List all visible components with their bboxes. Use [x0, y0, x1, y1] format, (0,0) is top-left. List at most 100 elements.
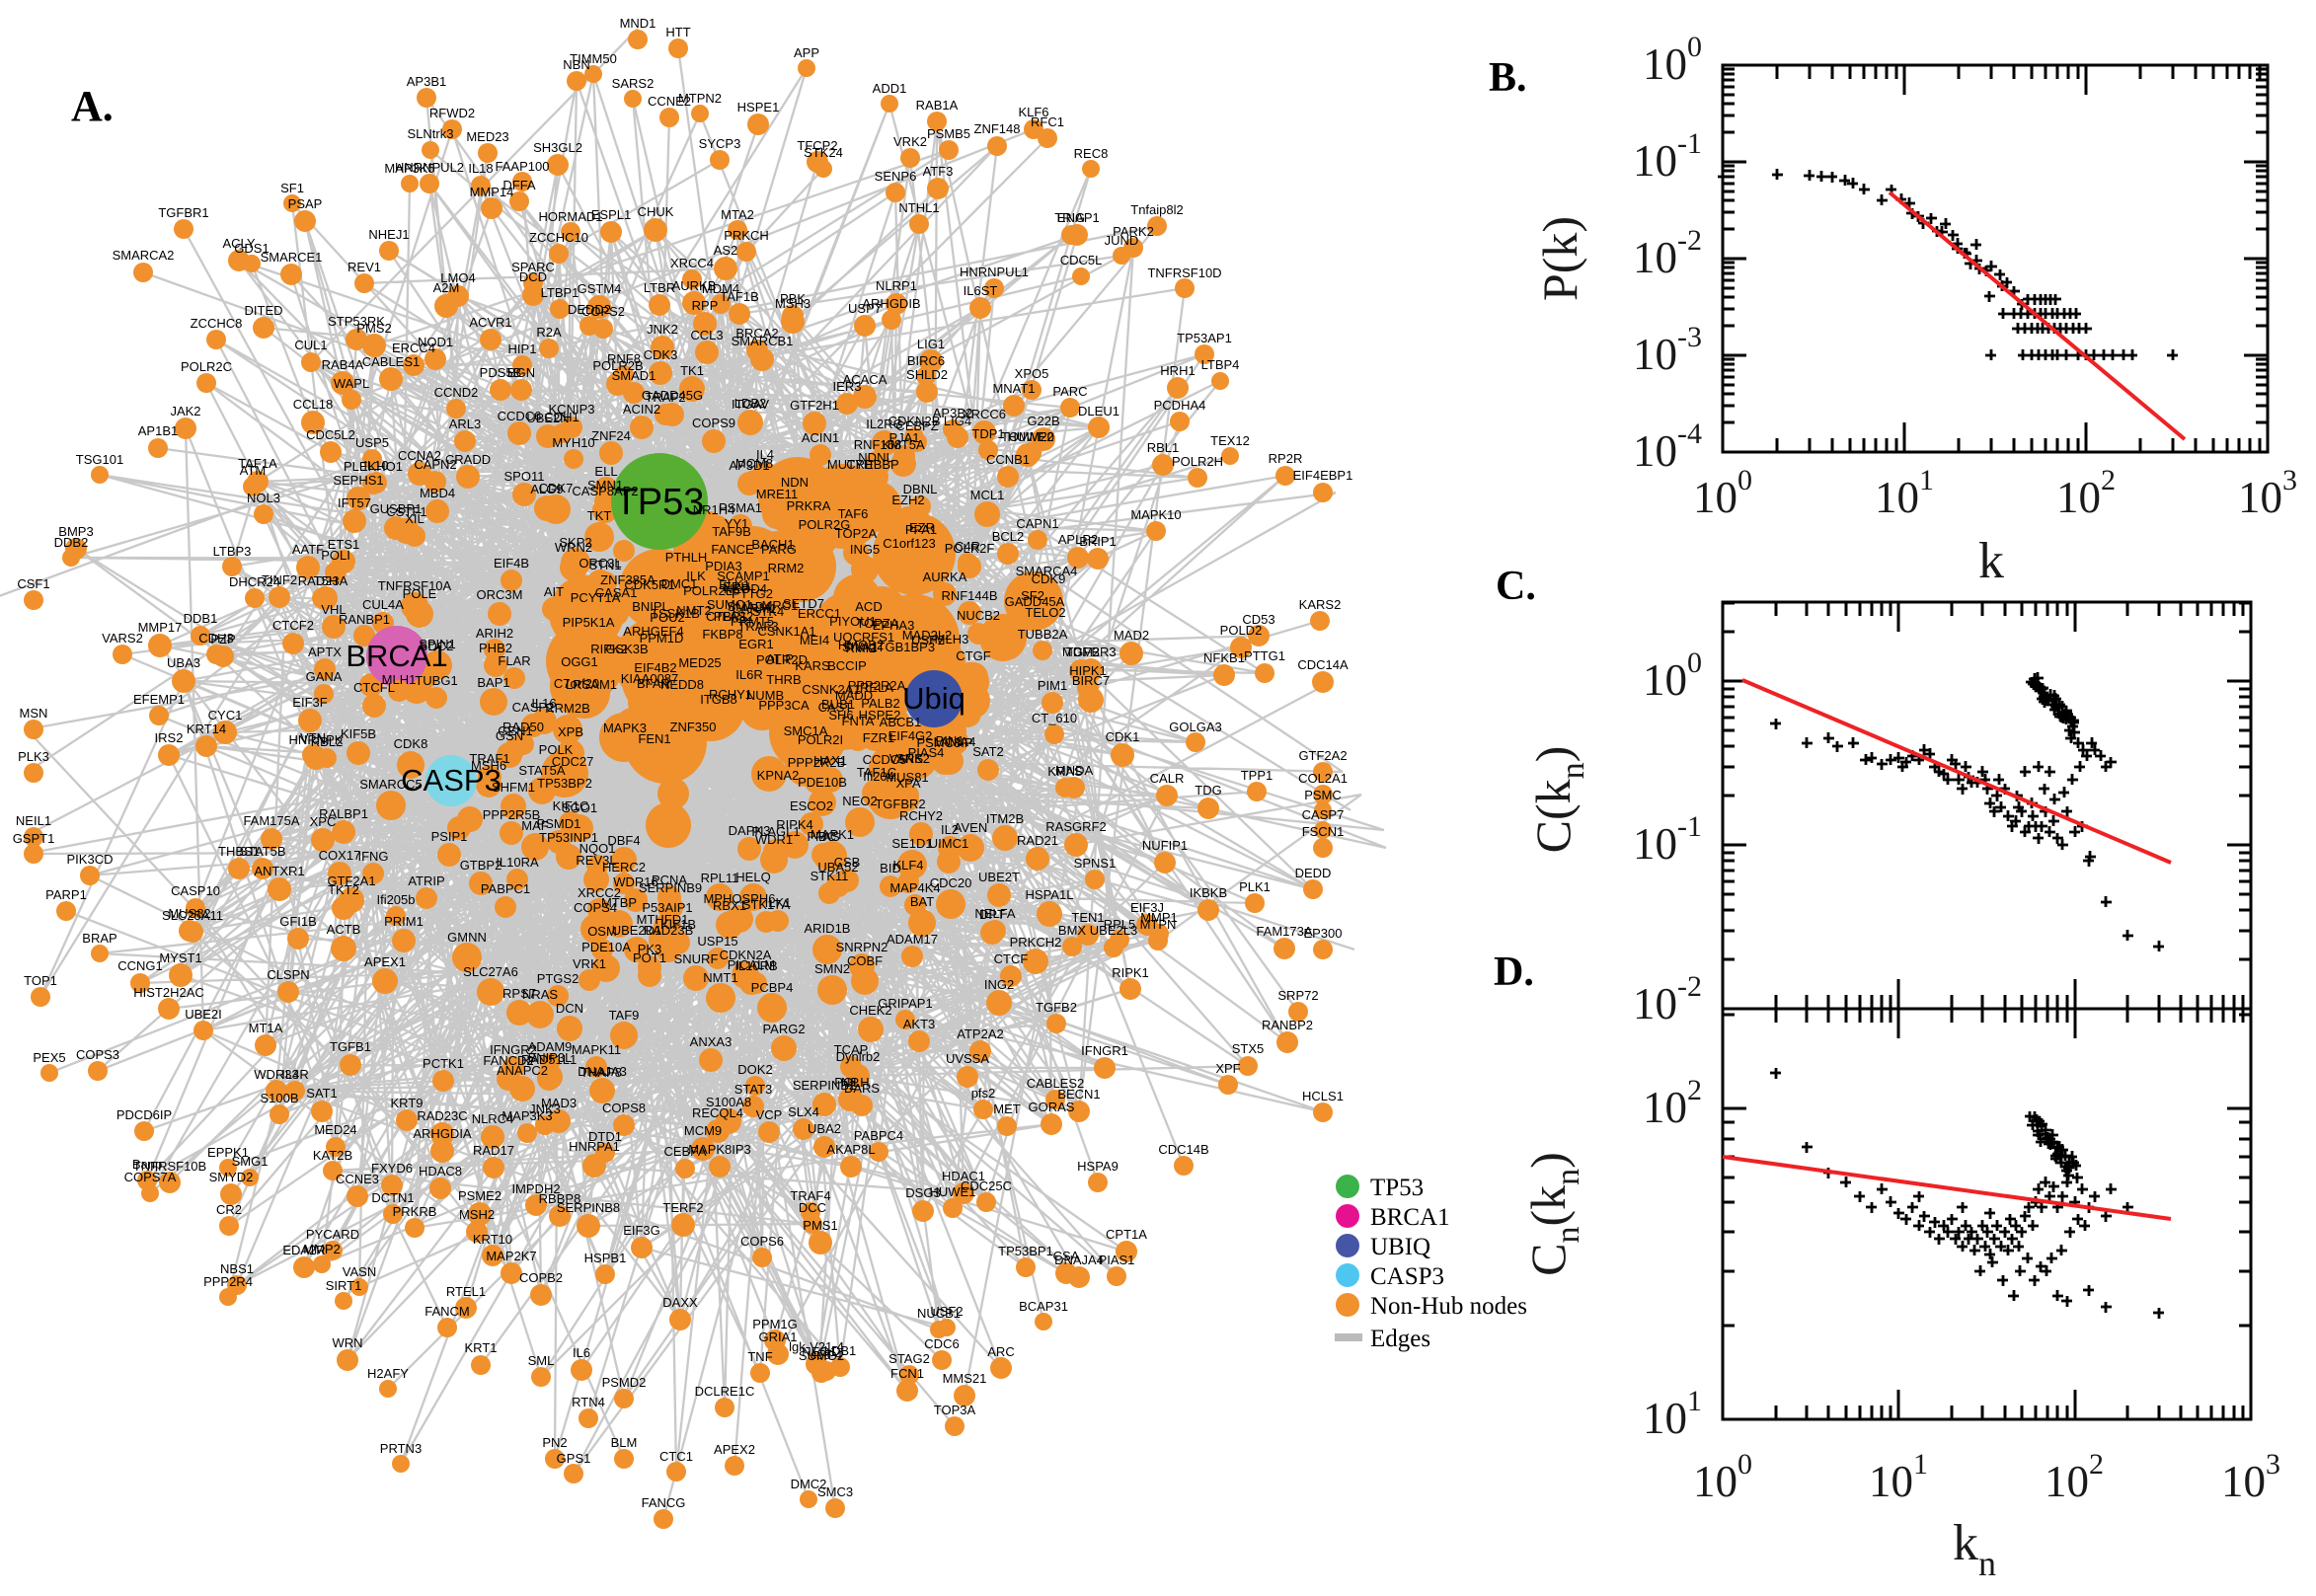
svg-text:PABPC1: PABPC1: [481, 881, 530, 896]
svg-text:GFI1B: GFI1B: [279, 914, 317, 929]
svg-text:TELO2: TELO2: [1025, 605, 1065, 620]
svg-text:SMARCC5: SMARCC5: [359, 777, 423, 792]
svg-text:DARS: DARS: [844, 1081, 880, 1096]
svg-text:DMC1: DMC1: [661, 576, 698, 591]
svg-text:TP53AP1: TP53AP1: [1177, 331, 1232, 345]
svg-text:TNFRSF10B: TNFRSF10B: [133, 1159, 206, 1174]
svg-text:KLF6: KLF6: [1018, 105, 1048, 119]
svg-text:COPS8: COPS8: [602, 1101, 646, 1115]
svg-text:CDK5R1: CDK5R1: [624, 577, 674, 592]
svg-text:TP53: TP53: [615, 482, 705, 523]
svg-text:XPO5: XPO5: [1015, 366, 1049, 381]
svg-text:POU2: POU2: [650, 610, 684, 625]
svg-text:ABCB1: ABCB1: [880, 715, 922, 729]
svg-text:ITGB1BP3: ITGB1BP3: [874, 640, 935, 654]
svg-text:HIP1: HIP1: [508, 342, 537, 356]
svg-text:TK1: TK1: [680, 363, 704, 378]
svg-text:IL2RG: IL2RG: [866, 417, 903, 431]
svg-text:JAK2: JAK2: [170, 404, 200, 418]
svg-text:MAPK3: MAPK3: [603, 721, 647, 735]
svg-text:ING5: ING5: [850, 542, 880, 557]
svg-text:PFAS: PFAS: [807, 829, 840, 844]
svg-text:TNFRSF10D: TNFRSF10D: [1147, 266, 1221, 280]
svg-text:CUL4A: CUL4A: [362, 597, 404, 612]
svg-text:VARS2: VARS2: [102, 631, 143, 646]
svg-text:GSN: GSN: [496, 728, 523, 743]
svg-text:DLEU1: DLEU1: [1078, 404, 1119, 418]
svg-text:RNF168: RNF168: [854, 437, 901, 452]
svg-text:COPS9: COPS9: [692, 416, 735, 430]
svg-text:NEO1: NEO1: [802, 1344, 836, 1359]
svg-text:RRM2B: RRM2B: [545, 701, 590, 716]
svg-text:ARHGDIB: ARHGDIB: [862, 296, 920, 311]
svg-text:GSK3B: GSK3B: [605, 642, 648, 656]
svg-text:CDC5L2: CDC5L2: [306, 427, 355, 442]
svg-text:IKBKB: IKBKB: [1190, 885, 1227, 900]
svg-text:XPB: XPB: [558, 724, 583, 739]
svg-text:AIT: AIT: [544, 584, 564, 599]
svg-text:NMT2: NMT2: [676, 603, 711, 618]
svg-text:PSMC3IP: PSMC3IP: [916, 735, 972, 750]
svg-text:ARHGDIA: ARHGDIA: [413, 1126, 472, 1141]
svg-text:MAP4K4: MAP4K4: [889, 880, 940, 895]
svg-text:FLAR: FLAR: [498, 653, 530, 668]
svg-text:TKT2: TKT2: [328, 882, 359, 897]
svg-text:KPNA2: KPNA2: [757, 768, 800, 783]
svg-text:COPS7A: COPS7A: [124, 1170, 177, 1184]
svg-text:ITM2B: ITM2B: [986, 811, 1024, 826]
svg-text:IMPDH2: IMPDH2: [511, 1181, 560, 1196]
svg-text:SKP2: SKP2: [559, 535, 591, 550]
svg-text:SARS2: SARS2: [612, 76, 655, 91]
svg-text:ATF3: ATF3: [923, 164, 954, 179]
svg-text:CASA1: CASA1: [595, 585, 638, 600]
svg-text:ERCC4: ERCC4: [392, 341, 435, 355]
svg-text:PLK3: PLK3: [18, 749, 49, 764]
svg-text:PJA1: PJA1: [888, 430, 919, 445]
svg-text:CASP3: CASP3: [401, 763, 502, 798]
svg-text:RAD23C: RAD23C: [417, 1108, 467, 1123]
svg-text:NBS1: NBS1: [220, 1261, 254, 1276]
svg-text:SMG1: SMG1: [232, 1154, 269, 1169]
svg-text:SMN1: SMN1: [587, 478, 623, 493]
svg-text:LTBP4: LTBP4: [1201, 357, 1240, 372]
svg-text:AURKB: AURKB: [672, 278, 717, 293]
svg-text:HIST2H2AC: HIST2H2AC: [133, 985, 204, 1000]
svg-text:ZCCHC10: ZCCHC10: [529, 230, 588, 245]
svg-text:JNK3: JNK3: [529, 1102, 561, 1116]
svg-text:TAF1A: TAF1A: [238, 456, 277, 471]
svg-text:HSPE1: HSPE1: [737, 100, 780, 114]
svg-text:PIP5K1A: PIP5K1A: [563, 615, 615, 630]
svg-text:MAD2: MAD2: [1114, 628, 1149, 643]
svg-text:SCAMP1: SCAMP1: [717, 569, 769, 583]
svg-text:NUCB2: NUCB2: [957, 608, 1000, 623]
svg-text:STAT3: STAT3: [734, 1082, 773, 1097]
svg-text:FANCE: FANCE: [711, 542, 754, 557]
svg-text:IFNG: IFNG: [357, 849, 388, 864]
svg-text:CAPN2: CAPN2: [414, 457, 456, 472]
svg-text:HIPK1: HIPK1: [1069, 663, 1107, 678]
svg-text:PIK3CD: PIK3CD: [67, 852, 114, 867]
svg-text:MMP14: MMP14: [470, 185, 514, 199]
svg-text:PRKRA: PRKRA: [787, 498, 831, 513]
svg-text:SPNS1: SPNS1: [1074, 856, 1117, 871]
svg-text:ZNF350: ZNF350: [670, 720, 717, 734]
svg-text:THRB: THRB: [766, 672, 801, 687]
svg-text:KRT9: KRT9: [391, 1096, 424, 1110]
svg-text:TGFBR3: TGFBR3: [1065, 645, 1116, 659]
svg-text:WDR33: WDR33: [254, 1067, 299, 1082]
svg-text:CDC5L: CDC5L: [1060, 253, 1103, 267]
svg-text:BACH1: BACH1: [751, 537, 794, 552]
svg-text:RIPK1: RIPK1: [1112, 965, 1149, 980]
svg-text:STAT5A: STAT5A: [518, 763, 566, 778]
svg-text:ORC3M: ORC3M: [477, 587, 523, 602]
svg-text:PIYOU1: PIYOU1: [829, 614, 877, 629]
svg-text:ADD1: ADD1: [873, 81, 907, 96]
svg-text:POLR2G: POLR2G: [799, 517, 851, 532]
svg-text:CTCFL: CTCFL: [353, 680, 395, 695]
svg-text:NLRC4: NLRC4: [472, 1111, 514, 1126]
svg-text:CDKN2A: CDKN2A: [720, 948, 772, 962]
svg-text:Dynlrb2: Dynlrb2: [836, 1049, 881, 1064]
svg-text:RBL2: RBL2: [311, 734, 344, 749]
svg-text:PRMT5: PRMT5: [731, 614, 774, 629]
svg-text:STK11: STK11: [811, 869, 849, 883]
